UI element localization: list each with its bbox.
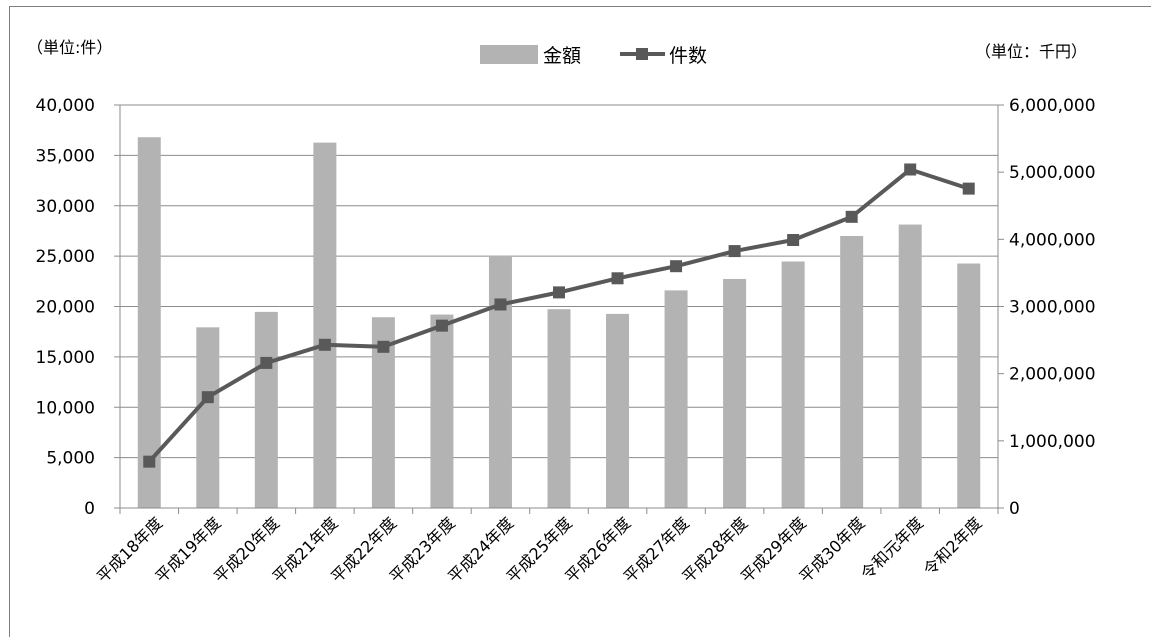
left-axis-unit: （単位:件）: [27, 38, 112, 57]
left-tick-label: 25,000: [36, 247, 95, 267]
left-tick-label: 40,000: [36, 96, 95, 116]
line-marker-6: [435, 319, 448, 332]
chart-frame: [9, 6, 1151, 637]
bar-9: [606, 313, 630, 508]
left-tick-label: 35,000: [36, 146, 95, 166]
line-marker-4: [318, 338, 331, 351]
right-tick-label: 0: [1009, 499, 1020, 519]
line-marker-3: [260, 356, 273, 369]
bar-2: [196, 327, 220, 508]
bar-4: [313, 142, 337, 508]
bar-3: [254, 311, 278, 508]
line-marker-14: [904, 163, 917, 176]
left-tick-label: 20,000: [36, 298, 95, 318]
bar-7: [488, 255, 512, 508]
legend-bar-swatch: [480, 45, 538, 64]
bar-5: [371, 317, 395, 508]
bar-15: [957, 263, 981, 508]
line-marker-9: [611, 272, 624, 285]
left-tick-label: 0: [84, 499, 95, 519]
legend-bar-label: 金額: [543, 45, 581, 67]
left-tick-label: 15,000: [36, 348, 95, 368]
legend-line-marker: [636, 48, 648, 60]
bar-12: [781, 261, 805, 508]
right-tick-label: 5,000,000: [1009, 163, 1096, 183]
bar-11: [723, 278, 747, 508]
left-tick-label: 10,000: [36, 398, 95, 418]
line-marker-15: [962, 182, 975, 195]
bar-13: [840, 235, 864, 508]
left-tick-label: 5,000: [46, 449, 95, 469]
right-tick-label: 1,000,000: [1009, 432, 1096, 452]
line-marker-1: [143, 455, 156, 468]
bar-8: [547, 309, 571, 508]
bar-1: [137, 137, 161, 509]
right-axis-unit: （単位：千円）: [975, 42, 1087, 61]
right-tick-label: 4,000,000: [1009, 230, 1096, 250]
line-marker-10: [670, 260, 683, 273]
right-tick-label: 2,000,000: [1009, 365, 1096, 385]
bar-6: [430, 314, 454, 508]
line-marker-11: [728, 245, 741, 258]
bar-14: [898, 224, 922, 508]
bar-10: [664, 290, 688, 508]
right-tick-label: 3,000,000: [1009, 298, 1096, 318]
line-marker-7: [494, 298, 507, 311]
left-tick-label: 30,000: [36, 197, 95, 217]
line-marker-2: [201, 391, 214, 404]
line-marker-13: [845, 210, 858, 223]
right-tick-label: 6,000,000: [1009, 96, 1096, 116]
x-tick-label: 令和2年度: [920, 513, 986, 579]
legend-line-label: 件数: [669, 45, 707, 67]
line-marker-5: [377, 340, 390, 353]
x-tick-label: 令和元年度: [857, 513, 927, 583]
line-marker-12: [787, 234, 800, 247]
line-marker-8: [553, 286, 565, 299]
